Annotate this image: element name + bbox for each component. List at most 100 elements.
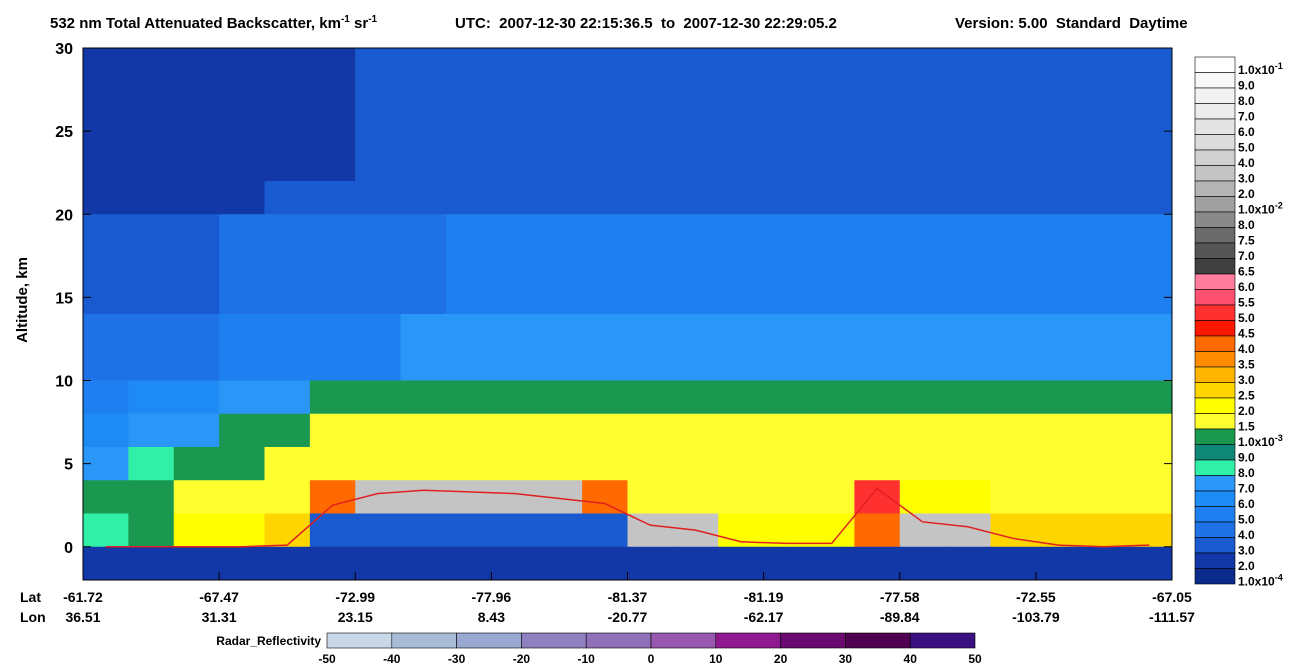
heat-cell	[990, 247, 1037, 282]
heat-cell	[173, 447, 220, 481]
colorbar-box	[1194, 242, 1236, 259]
colorbar-box	[1194, 180, 1236, 197]
colorbar-label: 8.0	[1238, 466, 1255, 480]
heat-cell	[763, 214, 810, 248]
colorbar-label: 9.0	[1238, 450, 1255, 464]
heat-cell	[1081, 513, 1128, 548]
radar-tick-label: 10	[709, 652, 723, 666]
heat-cell	[536, 48, 583, 82]
heat-cell	[854, 147, 901, 182]
heat-cell	[763, 513, 810, 548]
heat-cell	[446, 314, 492, 348]
heat-cell	[854, 347, 901, 381]
heat-cell	[1035, 114, 1082, 149]
heat-cell	[1126, 413, 1173, 448]
colorbar-label-text: 6.0	[1238, 280, 1255, 294]
heat-cell	[446, 513, 492, 548]
heat-cell	[582, 347, 628, 381]
heat-cell	[763, 280, 810, 315]
heat-cell	[1081, 114, 1128, 149]
lat-tick-label: -72.55	[1016, 589, 1056, 605]
heat-cell	[446, 380, 492, 415]
lat-tick-label: -77.96	[472, 589, 512, 605]
heat-cell	[809, 314, 855, 348]
heat-cell	[1035, 347, 1082, 381]
colorbar-box	[1194, 103, 1236, 120]
heat-cell	[582, 413, 628, 448]
colorbar-box	[1194, 568, 1236, 585]
colorbar-label-text: 2.0	[1238, 187, 1255, 201]
heat-cell	[1126, 314, 1173, 348]
colorbar-label-sup: -3	[1275, 433, 1283, 443]
heat-cell	[899, 280, 946, 315]
heat-cell	[627, 347, 674, 381]
heat-cell	[945, 247, 991, 282]
lon-tick-label: -89.84	[880, 609, 920, 625]
heat-cell	[264, 480, 311, 514]
heat-cell	[128, 114, 175, 149]
heat-cell	[899, 314, 946, 348]
heat-cell	[491, 114, 538, 149]
colorbar-box	[1194, 459, 1236, 476]
colorbar-label-text: 7.0	[1238, 481, 1255, 495]
colorbar-label-text: 3.5	[1238, 357, 1255, 371]
heat-cell	[173, 480, 220, 514]
colorbar-label: 4.0	[1238, 342, 1255, 356]
heat-cell	[582, 280, 628, 315]
heat-cell	[1081, 447, 1128, 481]
lon-label: Lon	[20, 609, 46, 625]
heat-cell	[718, 480, 765, 514]
colorbar-label-text: 3.0	[1238, 543, 1255, 557]
heat-cell	[83, 181, 129, 215]
heat-cell	[990, 314, 1037, 348]
colorbar-label-text: 7.5	[1238, 233, 1255, 247]
heat-cell	[990, 181, 1037, 215]
colorbar-label: 1.0x10-1	[1238, 61, 1283, 77]
colorbar-label: 5.0	[1238, 512, 1255, 526]
colorbar-label-text: 2.0	[1238, 559, 1255, 573]
heat-cell	[763, 314, 810, 348]
radar-tick-label: 50	[968, 652, 982, 666]
heat-cell	[627, 147, 674, 182]
heat-cell	[83, 214, 129, 248]
colorbar-label-text: 4.0	[1238, 528, 1255, 542]
heat-cell	[83, 513, 129, 548]
heat-cell	[1035, 314, 1082, 348]
colorbar-label: 5.0	[1238, 140, 1255, 154]
heat-cell	[264, 114, 311, 149]
colorbar-label: 7.0	[1238, 249, 1255, 263]
heat-cell	[355, 280, 402, 315]
heat-cell	[309, 247, 356, 282]
heat-cell	[400, 114, 447, 149]
heat-cell	[809, 114, 855, 149]
heat-cell	[582, 513, 628, 548]
radar-box	[326, 632, 393, 649]
heat-cell	[128, 214, 175, 248]
heat-cell	[446, 347, 492, 381]
heat-cell	[718, 413, 765, 448]
heat-cell	[809, 447, 855, 481]
colorbar-label-text: 5.0	[1238, 140, 1255, 154]
radar-tick-label: -40	[383, 652, 401, 666]
colorbar-label-text: 8.0	[1238, 466, 1255, 480]
heat-cell	[128, 48, 175, 82]
heat-cell	[672, 546, 719, 581]
lat-tick-label: -67.05	[1152, 589, 1192, 605]
lat-tick-label: -81.19	[744, 589, 784, 605]
heat-cell	[355, 147, 402, 182]
heat-cell	[264, 280, 311, 315]
heat-cell	[83, 81, 129, 115]
radar-box	[715, 632, 781, 649]
heat-cell	[219, 314, 265, 348]
heat-cell	[264, 81, 311, 115]
colorbar-label-text: 7.0	[1238, 109, 1255, 123]
heat-cell	[945, 48, 991, 82]
radar-box	[650, 632, 717, 649]
colorbar-box	[1194, 211, 1236, 228]
heat-cell	[536, 413, 583, 448]
colorbar-label-text: 7.0	[1238, 249, 1255, 263]
heat-cell	[672, 380, 719, 415]
heat-cell	[173, 147, 220, 182]
heat-cell	[1035, 480, 1082, 514]
colorbar-box	[1194, 72, 1236, 89]
